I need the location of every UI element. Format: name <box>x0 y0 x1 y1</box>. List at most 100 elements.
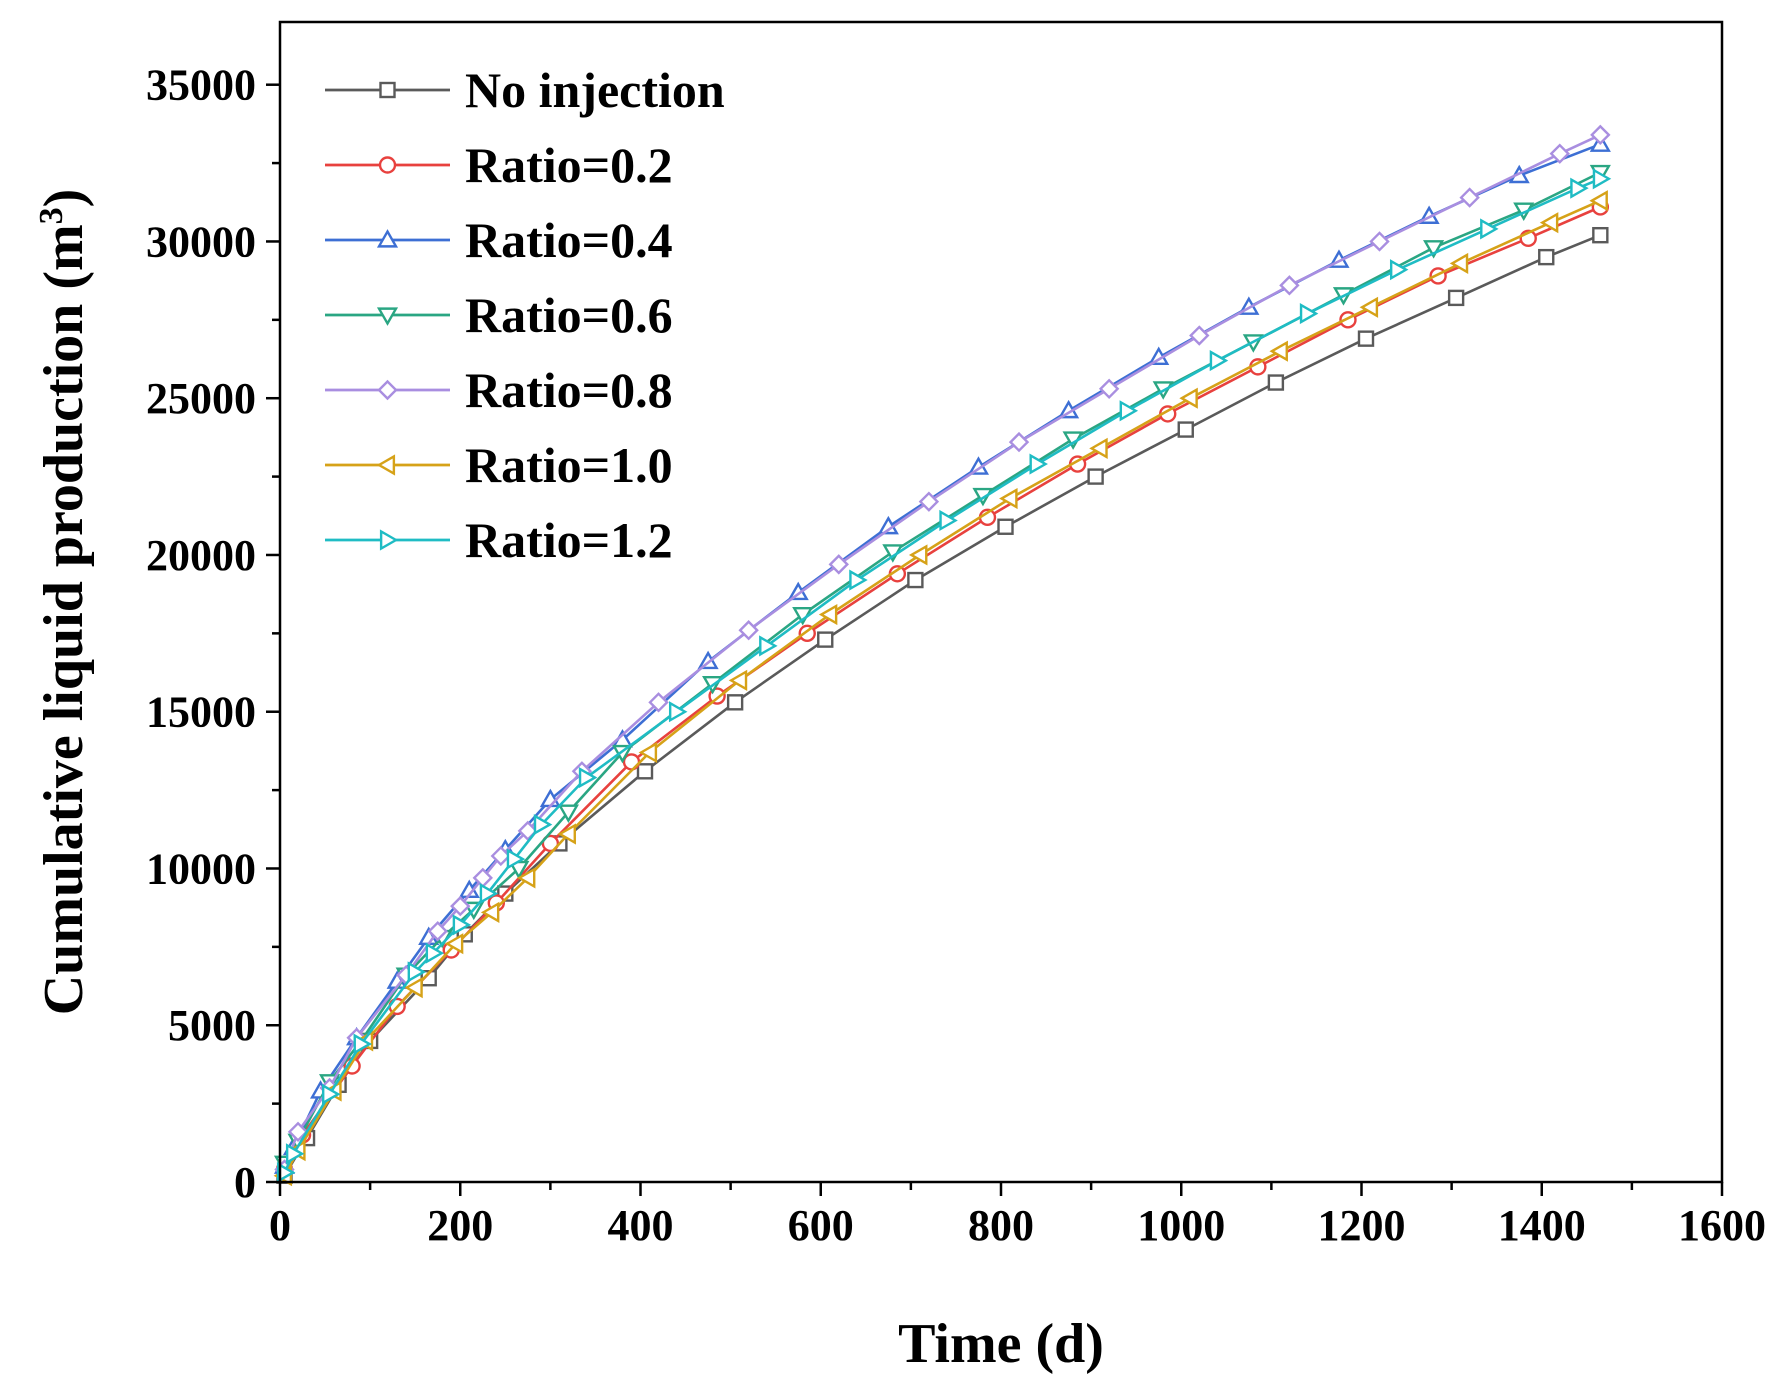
data-point <box>1449 252 1469 274</box>
x-tick-label: 1600 <box>1678 1201 1766 1250</box>
data-point <box>1590 124 1611 146</box>
y-tick-label: 25000 <box>146 374 256 423</box>
data-point <box>276 1162 296 1184</box>
axes: 0 200 400 600 800 1000 1200 1400 1600 0 5000 10000 1… <box>146 20 1766 1250</box>
data-point <box>427 920 448 942</box>
data-point <box>1389 259 1409 281</box>
x-tick-label: 400 <box>608 1201 674 1250</box>
series-4 <box>274 124 1611 1180</box>
y-tick-label: 20000 <box>146 531 256 580</box>
x-axis-title: Time (d) <box>898 1313 1104 1375</box>
data-point <box>1592 226 1609 244</box>
data-point <box>1089 437 1108 459</box>
series-line <box>283 199 1601 1177</box>
data-point <box>450 895 471 917</box>
data-point <box>1008 431 1030 453</box>
data-point <box>1459 187 1480 208</box>
data-point <box>1549 143 1570 164</box>
data-point <box>726 694 744 711</box>
data-point <box>404 977 423 999</box>
data-point <box>999 487 1018 510</box>
legend-label: No injection <box>465 62 725 118</box>
data-point <box>578 766 598 789</box>
legend-marker <box>376 454 396 476</box>
data-point <box>407 961 427 983</box>
data-point <box>1589 190 1608 212</box>
legend-marker <box>376 229 399 248</box>
data-point <box>1592 168 1612 190</box>
x-tick-label: 200 <box>427 1201 493 1250</box>
data-point <box>1357 330 1375 347</box>
data-point <box>1538 248 1555 266</box>
data-point <box>1087 468 1104 485</box>
legend-item: Ratio=1.2 <box>325 512 673 568</box>
x-tick-label: 1200 <box>1318 1201 1406 1250</box>
y-axis-title-main: Cumulative liquid production (m <box>33 224 95 1015</box>
y-axis-title: Cumulative liquid production (m3) <box>33 189 95 1016</box>
data-point <box>907 571 924 589</box>
data-point <box>1299 302 1319 325</box>
data-point <box>287 1121 309 1143</box>
x-tick-label: 600 <box>788 1201 854 1250</box>
data-point <box>1029 453 1048 475</box>
legend: No injection Ratio=0.2 Ratio=0.4 Ratio=0.6 R… <box>325 62 725 568</box>
series-6 <box>276 168 1612 1184</box>
data-point <box>1279 275 1300 296</box>
legend-label: Ratio=1.0 <box>465 437 673 493</box>
data-point <box>1447 289 1465 307</box>
data-point <box>908 544 928 566</box>
legend-item: Ratio=0.2 <box>325 137 673 193</box>
series-5 <box>273 190 1608 1187</box>
data-point <box>638 741 658 764</box>
data-point <box>818 603 838 626</box>
data-point <box>697 650 719 670</box>
y-axis-title-close: ) <box>33 189 95 208</box>
legend-item: No injection <box>325 62 725 118</box>
data-point <box>939 509 958 532</box>
data-point <box>490 845 512 867</box>
series-1 <box>275 198 1610 1179</box>
data-point <box>828 554 849 575</box>
data-point <box>1369 231 1390 252</box>
legend-label: Ratio=0.2 <box>465 137 673 193</box>
x-tick-label: 0 <box>269 1201 291 1250</box>
y-tick-label: 10000 <box>146 844 256 893</box>
data-point <box>1209 350 1229 372</box>
legend-label: Ratio=0.4 <box>465 212 673 268</box>
legend-item: Ratio=0.8 <box>325 362 673 418</box>
y-tick-label: 0 <box>234 1158 256 1207</box>
data-point <box>648 692 669 713</box>
data-point <box>444 933 464 955</box>
data-point <box>1177 421 1194 438</box>
legend-marker <box>377 379 398 401</box>
y-tick-label: 15000 <box>146 688 256 737</box>
data-point <box>1570 177 1589 199</box>
data-point <box>1359 296 1379 318</box>
legend-label: Ratio=1.2 <box>465 512 673 568</box>
data-point <box>541 834 560 853</box>
x-tick-label: 1400 <box>1498 1201 1586 1250</box>
data-point <box>557 823 576 845</box>
data-point <box>728 669 748 691</box>
plot-frame <box>278 20 1724 1184</box>
data-point <box>759 635 778 657</box>
data-point <box>849 569 868 591</box>
y-tick-label: 5000 <box>168 1001 256 1050</box>
data-point <box>285 1143 305 1165</box>
data-point <box>787 581 809 601</box>
legend-marker <box>376 307 399 326</box>
data-point <box>452 914 472 936</box>
legend-marker <box>379 529 399 551</box>
legend-marker <box>378 156 397 174</box>
data-point <box>353 1033 373 1055</box>
data-point <box>321 1083 341 1105</box>
data-point <box>1423 240 1445 259</box>
data-point <box>1098 378 1120 400</box>
legend-label: Ratio=0.8 <box>465 362 673 418</box>
legend-item: Ratio=0.6 <box>325 287 673 343</box>
data-point <box>817 631 834 648</box>
data-point <box>506 848 526 870</box>
legend-item: Ratio=0.4 <box>325 212 673 268</box>
x-tick-label: 800 <box>968 1201 1034 1250</box>
